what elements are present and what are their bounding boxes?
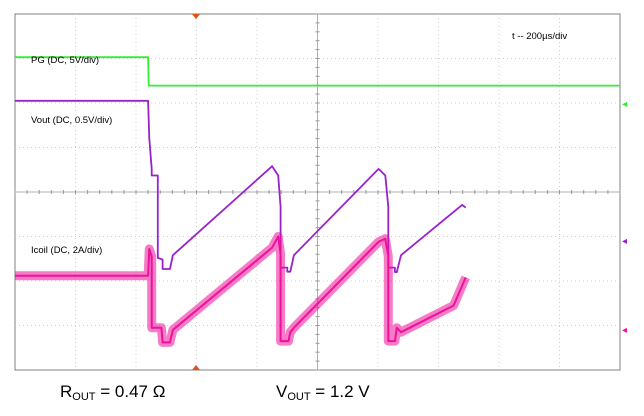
channel-marker-pg: ◂: [622, 99, 627, 110]
series-label-vout: Vout (DC, 0.5V/div): [31, 115, 112, 126]
channel-markers: ◂ ◂ ◂: [622, 99, 627, 336]
trace-group: [15, 56, 620, 347]
series-label-pg: PG (DC, 5V/div): [31, 55, 99, 66]
channel-marker-icoil: ◂: [622, 325, 627, 336]
trace-labels: t -- 200µs/div PG (DC, 5V/div) Vout (DC,…: [31, 31, 567, 256]
trigger-marker-top: [192, 14, 200, 19]
caption-rout: ROUT = 0.47 Ω: [60, 382, 166, 403]
trigger-marker-bottom: [192, 365, 200, 370]
timebase-label: t -- 200µs/div: [512, 31, 567, 42]
series-label-icoil: Icoil (DC, 2A/div): [31, 245, 102, 256]
trace-icoil: [15, 235, 467, 344]
channel-marker-vout: ◂: [622, 236, 627, 247]
trigger-markers: [192, 14, 200, 370]
caption-vout: VOUT = 1.2 V: [276, 382, 370, 403]
trace-pg: [15, 56, 620, 87]
oscilloscope-plot: t -- 200µs/div PG (DC, 5V/div) Vout (DC,…: [14, 13, 627, 371]
